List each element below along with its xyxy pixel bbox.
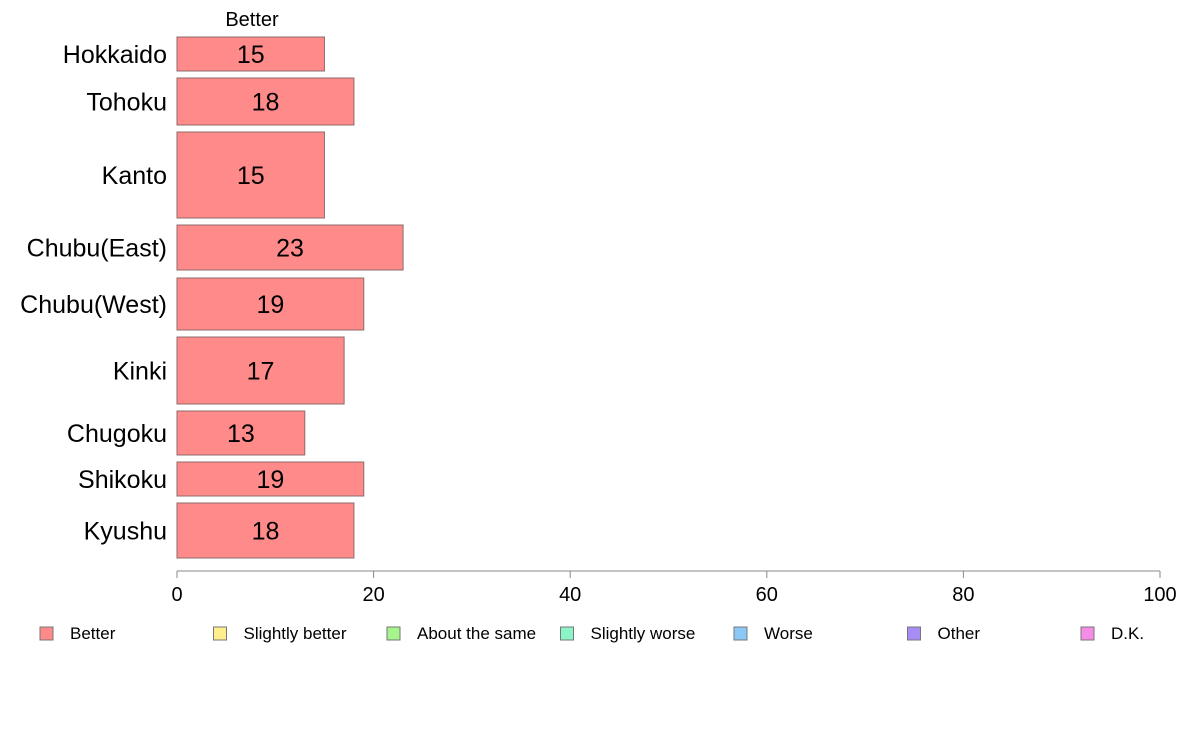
- bar-value-label: 17: [247, 358, 275, 386]
- bar-segment: [176, 131, 325, 219]
- bar-segment: [176, 502, 355, 559]
- bar-value-label: 23: [276, 235, 304, 263]
- legend-swatch: [733, 626, 748, 641]
- bar-value-label: 13: [227, 420, 255, 448]
- legend-label: About the same: [417, 624, 536, 643]
- bar-segment: [176, 36, 325, 72]
- legend-swatch: [39, 626, 54, 641]
- x-tick-label: 0: [171, 584, 182, 606]
- category-label: Hokkaido: [63, 41, 167, 69]
- category-label: Shikoku: [78, 466, 167, 494]
- bar-segment: [176, 336, 345, 405]
- column-label: Better: [225, 9, 279, 31]
- x-axis: 0 20 40 60 80 100: [171, 570, 1177, 606]
- legend-label: D.K.: [1111, 624, 1144, 643]
- legend-swatch: [560, 626, 574, 641]
- category-label: Chugoku: [67, 420, 167, 448]
- legend-swatch: [907, 626, 921, 641]
- category-label: Kyushu: [84, 518, 167, 546]
- x-tick-label: 60: [756, 584, 778, 606]
- legend-label: Worse: [764, 624, 813, 643]
- category-label: Chubu(East): [27, 235, 167, 263]
- bar-segment: [176, 224, 404, 271]
- x-tick-label: 80: [952, 584, 974, 606]
- bar-segment: [176, 277, 365, 331]
- bar-segment: [176, 410, 306, 456]
- category-labels: Hokkaido Tohoku Kanto Chubu(East) Chubu(West…: [20, 41, 167, 546]
- bar-value-label: 15: [237, 162, 265, 190]
- category-label: Tohoku: [86, 89, 167, 117]
- legend-swatch: [1080, 626, 1095, 641]
- bar-segment: [176, 461, 365, 497]
- bar-value-label: 19: [256, 291, 284, 319]
- legend-label: Better: [70, 624, 116, 643]
- bar-value-label: 15: [237, 41, 265, 69]
- legend-swatch: [386, 626, 401, 641]
- bar-value-label: 19: [256, 466, 284, 494]
- bar-value-label: 18: [252, 89, 280, 117]
- x-tick-label: 100: [1143, 584, 1176, 606]
- legend-label: Slightly better: [244, 624, 347, 643]
- category-label: Kanto: [102, 162, 167, 190]
- category-label: Chubu(West): [20, 291, 167, 319]
- category-label: Kinki: [113, 358, 167, 386]
- bar-value-label: 18: [252, 518, 280, 546]
- legend: Better Slightly better About the same Sligh…: [39, 624, 1144, 643]
- legend-label: Other: [938, 624, 981, 643]
- x-tick-label: 20: [362, 584, 384, 606]
- legend-swatch: [213, 626, 227, 641]
- legend-label: Slightly worse: [591, 624, 696, 643]
- bar-segment: [176, 77, 355, 126]
- x-tick-label: 40: [559, 584, 581, 606]
